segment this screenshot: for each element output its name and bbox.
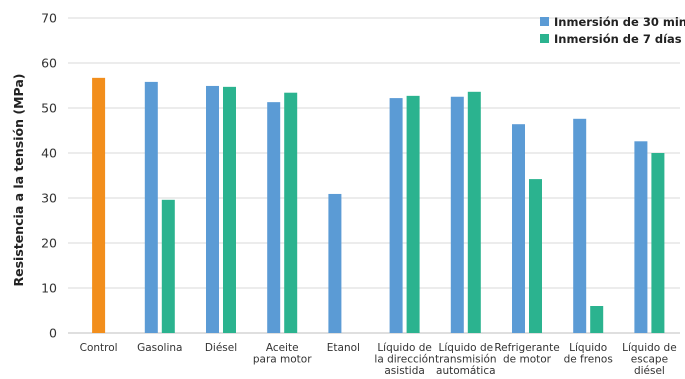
bar-series-30min <box>267 102 281 334</box>
y-tick-label: 40 <box>41 146 57 161</box>
legend-label: Inmersión de 30 min <box>554 15 685 29</box>
x-category-label: Líquido de escape diésel <box>622 342 677 377</box>
bar-series-30min <box>573 118 587 333</box>
bar-control <box>92 77 106 333</box>
bar-series-30min <box>450 96 464 333</box>
bar-series-7dias <box>161 199 175 333</box>
bars <box>92 77 665 334</box>
y-axis-title: Resistencia a la tensión (MPa) <box>11 73 26 286</box>
bar-series-7dias <box>529 179 542 333</box>
bar-series-30min <box>328 193 342 333</box>
y-tick-label: 20 <box>41 236 57 251</box>
x-category-label: Líquido de la dirección asistida <box>374 342 434 377</box>
x-category-label: Etanol <box>327 342 360 354</box>
y-tick-label: 10 <box>41 281 57 296</box>
legend-swatch <box>540 34 549 43</box>
x-category-label: Aceite para motor <box>253 342 312 366</box>
bar-series-7dias <box>467 91 481 333</box>
y-tick-label: 0 <box>49 326 57 341</box>
legend-label: Inmersión de 7 días <box>554 32 682 46</box>
y-tick-label: 70 <box>41 11 57 26</box>
x-category-label: Líquido de transmisión automática <box>435 342 497 377</box>
bar-series-30min <box>634 141 648 333</box>
legend-swatch <box>540 17 549 26</box>
y-tick-label: 30 <box>41 191 57 206</box>
axes: 0 10 20 30 40 50 60 70 Control Gasolina Diésel Acei… <box>41 11 677 378</box>
x-category-label: Gasolina <box>137 342 182 354</box>
bar-series-7dias <box>223 86 236 333</box>
bar-series-30min <box>144 81 158 334</box>
gridlines <box>68 17 680 334</box>
x-category-label: Refrigerante de motor <box>494 342 559 366</box>
bar-series-30min <box>389 98 403 333</box>
bar-series-7dias <box>651 153 665 333</box>
legend: Inmersión de 30 min Inmersión de 7 días <box>540 15 685 46</box>
y-tick-label: 50 <box>41 101 57 116</box>
bar-series-30min <box>206 85 219 333</box>
bar-series-7dias <box>590 306 604 333</box>
x-category-label: Líquido de frenos <box>564 342 613 366</box>
bar-series-7dias <box>406 95 420 333</box>
x-category-label: Control <box>80 342 118 354</box>
x-category-label: Diésel <box>205 342 237 354</box>
bar-series-30min <box>512 124 525 333</box>
y-tick-label: 60 <box>41 56 57 71</box>
bar-series-7dias <box>284 92 298 333</box>
